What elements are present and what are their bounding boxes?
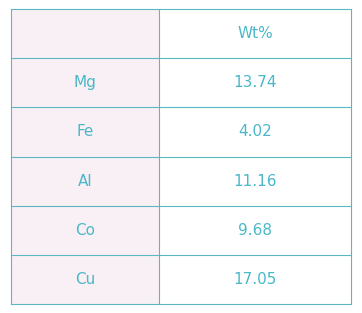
Bar xyxy=(159,59,351,107)
Bar xyxy=(11,156,159,206)
Text: 17.05: 17.05 xyxy=(233,272,277,287)
Text: Al: Al xyxy=(78,173,92,188)
Text: Wt%: Wt% xyxy=(237,26,273,41)
Text: Co: Co xyxy=(75,223,95,238)
Bar xyxy=(11,59,159,107)
Text: 11.16: 11.16 xyxy=(233,173,277,188)
Text: 9.68: 9.68 xyxy=(238,223,272,238)
Text: 13.74: 13.74 xyxy=(233,75,277,90)
Bar xyxy=(11,9,159,59)
Text: 4.02: 4.02 xyxy=(238,125,272,140)
Text: Fe: Fe xyxy=(76,125,94,140)
Bar xyxy=(11,206,159,254)
Text: Cu: Cu xyxy=(75,272,95,287)
Bar xyxy=(11,254,159,304)
Bar xyxy=(159,156,351,206)
Bar xyxy=(159,254,351,304)
Bar xyxy=(159,9,351,59)
Bar xyxy=(159,107,351,156)
Bar xyxy=(11,107,159,156)
Text: Mg: Mg xyxy=(73,75,97,90)
Bar xyxy=(159,206,351,254)
